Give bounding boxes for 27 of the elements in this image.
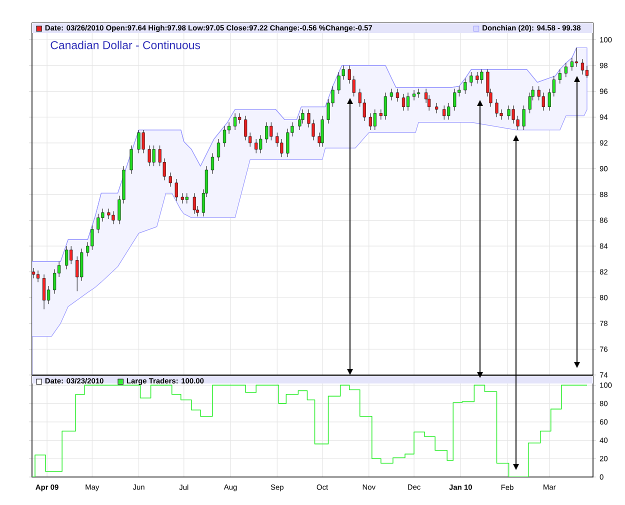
candlestick xyxy=(412,90,416,101)
candlestick xyxy=(192,192,196,214)
candlestick xyxy=(574,47,578,68)
candlestick xyxy=(174,178,178,202)
candlestick xyxy=(585,66,589,78)
candlestick xyxy=(42,274,46,310)
candlestick xyxy=(470,72,473,86)
candlestick xyxy=(406,92,410,111)
candlestick xyxy=(558,69,562,84)
candlestick xyxy=(36,270,40,282)
candlestick xyxy=(402,94,406,111)
candlestick xyxy=(210,152,214,174)
candlestick xyxy=(130,145,133,174)
candlestick xyxy=(222,126,226,148)
candlestick xyxy=(464,78,467,94)
candlestick xyxy=(522,105,526,130)
candlestick xyxy=(168,172,172,187)
candlestick xyxy=(390,88,393,101)
candlestick xyxy=(320,116,324,148)
candlestick xyxy=(216,138,220,162)
candlestick xyxy=(564,62,568,78)
candlestick xyxy=(435,102,438,114)
candlestick xyxy=(234,113,237,130)
text: Canadian Dollar - Continuous xyxy=(50,40,200,50)
candlestick xyxy=(396,88,400,102)
candlestick xyxy=(384,92,387,120)
candlestick xyxy=(580,58,584,75)
